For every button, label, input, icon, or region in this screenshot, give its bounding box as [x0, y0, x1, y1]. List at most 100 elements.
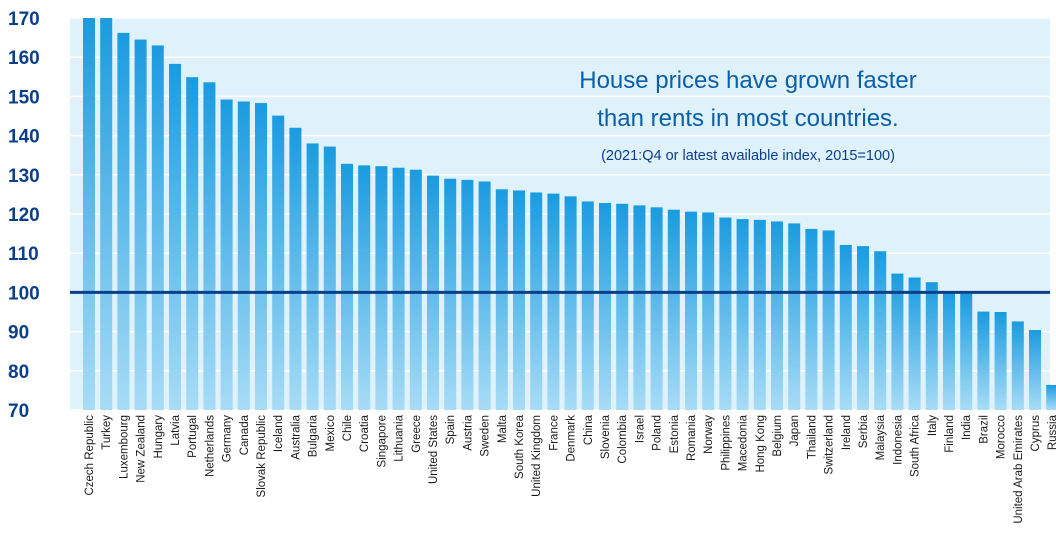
bar	[547, 193, 560, 410]
y-tick-label: 120	[8, 205, 40, 226]
bar	[805, 228, 818, 410]
x-category-label: Netherlands	[204, 415, 216, 477]
x-category-label: Israel	[634, 415, 646, 443]
x-category-label: Philippines	[720, 415, 732, 471]
bar	[960, 293, 973, 410]
x-category-label: Estonia	[669, 414, 681, 453]
bar	[874, 251, 887, 410]
bar	[186, 77, 199, 410]
bar	[358, 165, 371, 410]
bar	[650, 207, 663, 410]
y-tick-label: 130	[8, 166, 40, 187]
x-category-label: Denmark	[566, 415, 578, 462]
bar	[908, 277, 921, 410]
x-category-label: Serbia	[858, 414, 870, 448]
bar	[272, 115, 285, 410]
bar	[478, 181, 491, 410]
y-tick-label: 140	[8, 127, 40, 148]
x-category-label: New Zealand	[136, 415, 148, 483]
bar	[237, 101, 250, 410]
x-category-label: Norway	[703, 415, 715, 454]
bar	[100, 18, 113, 410]
x-category-label: Chile	[342, 415, 354, 441]
x-category-label: Greece	[411, 415, 423, 453]
x-category-label: Iceland	[273, 415, 285, 452]
bar	[994, 312, 1007, 410]
bar	[151, 45, 164, 410]
bar	[134, 39, 147, 411]
gridlines	[70, 17, 1050, 411]
chart-subtitle: (2021:Q4 or latest available index, 2015…	[601, 148, 895, 164]
bar	[736, 219, 749, 410]
y-tick-label: 90	[8, 323, 29, 344]
bar	[169, 63, 181, 410]
bar	[977, 311, 990, 410]
chart-title-block: House prices have grown faster than rent…	[579, 67, 917, 164]
bar	[444, 178, 457, 410]
bar	[719, 217, 732, 410]
bar	[203, 82, 216, 411]
bar	[753, 219, 766, 410]
x-category-label: Malta	[497, 414, 509, 443]
x-category-label: Hong Kong	[755, 415, 767, 473]
x-category-label: Malaysia	[875, 414, 887, 460]
y-axis-ticks: 70 80 90 100 110 120 130 140 150 160 170	[8, 9, 40, 422]
bar	[702, 212, 715, 410]
x-axis-labels: Czech Republic Turkey Luxembourg New Zealan…	[84, 414, 1056, 523]
x-category-label: Morocco	[996, 415, 1008, 459]
bar	[117, 32, 130, 411]
bar	[925, 282, 938, 410]
bar	[341, 163, 353, 410]
bar	[616, 203, 629, 410]
x-category-label: United Kingdom	[531, 415, 543, 497]
x-category-label: India	[961, 414, 973, 440]
x-category-label: Japan	[789, 415, 801, 446]
bar	[667, 209, 680, 410]
x-category-label: Turkey	[101, 415, 113, 450]
x-category-label: Colombia	[617, 414, 629, 463]
bar	[564, 196, 577, 410]
bar	[891, 273, 904, 410]
x-category-label: United Arab Emirates	[1013, 415, 1025, 524]
bar	[788, 223, 801, 410]
x-category-label: Australia	[290, 414, 302, 459]
y-tick-label: 160	[8, 48, 40, 69]
y-tick-label: 170	[8, 9, 40, 30]
bar	[530, 192, 543, 410]
y-tick-label: 100	[8, 283, 40, 304]
x-category-label: Hungary	[153, 415, 165, 459]
x-category-label: Finland	[944, 415, 956, 453]
x-category-label: Portugal	[187, 415, 199, 458]
x-category-label: Russia	[1047, 414, 1056, 450]
x-category-label: United States	[428, 415, 440, 484]
x-category-label: Slovak Republic	[256, 415, 268, 498]
bar	[513, 190, 525, 410]
x-category-label: Lithuania	[394, 414, 406, 461]
x-category-label: Latvia	[170, 414, 182, 445]
x-category-label: Switzerland	[824, 415, 836, 474]
bar	[633, 205, 646, 410]
y-tick-label: 80	[8, 362, 29, 383]
x-category-label: Czech Republic	[84, 415, 96, 496]
bar	[857, 246, 869, 410]
x-category-label: Germany	[222, 415, 234, 463]
x-category-label: Poland	[652, 415, 664, 451]
bars	[83, 18, 1056, 411]
x-category-label: Croatia	[359, 414, 371, 452]
bar	[289, 127, 302, 410]
x-category-label: South Africa	[910, 414, 922, 477]
y-tick-label: 110	[8, 244, 39, 265]
x-category-label: Italy	[927, 415, 939, 436]
bar	[599, 203, 611, 410]
bar	[943, 291, 955, 410]
y-tick-label: 70	[8, 401, 29, 422]
bar	[461, 179, 474, 410]
bar	[375, 166, 388, 410]
x-category-label: Belgium	[772, 415, 784, 457]
x-category-label: Austria	[462, 414, 474, 450]
bar	[220, 99, 233, 410]
chart-title-line-2: than rents in most countries.	[597, 105, 898, 132]
bar	[1029, 330, 1041, 410]
